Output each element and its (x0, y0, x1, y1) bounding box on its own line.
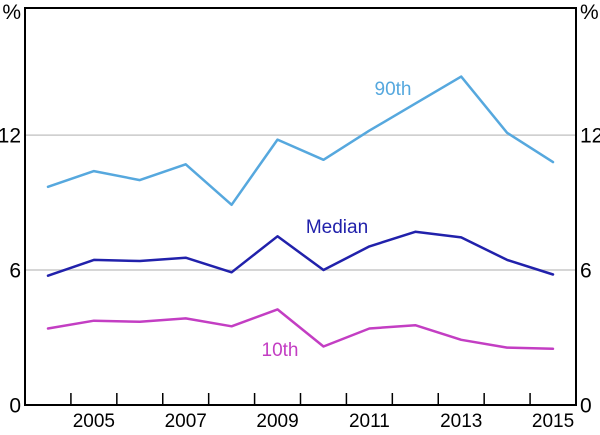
x-tick-label-2013: 2013 (440, 411, 482, 432)
series-line-median (46, 230, 555, 277)
y-tick-label-left-0: 0 (9, 395, 21, 418)
series-label-median: Median (306, 217, 368, 238)
y-tick-label-left-12: 12 (0, 125, 21, 148)
x-tick-label-2015: 2015 (532, 411, 574, 432)
y-tick-label-right-0: 0 (580, 395, 592, 418)
unit-label-right: % (580, 1, 599, 24)
y-tick-label-right-12: 12 (580, 125, 600, 148)
y-tick-label-right-6: 6 (580, 260, 592, 283)
series-label-90th: 90th (375, 79, 412, 100)
series-label-10th: 10th (262, 340, 299, 361)
plot-frame (24, 7, 577, 406)
x-tick-label-2005: 2005 (73, 411, 115, 432)
unit-label-left: % (2, 1, 21, 24)
x-tick-label-2009: 2009 (256, 411, 298, 432)
series-line-10th (46, 308, 555, 351)
x-tick-label-2011: 2011 (349, 411, 390, 432)
x-tick-label-2007: 2007 (165, 411, 207, 432)
series-line-90th (46, 75, 555, 207)
y-tick-label-left-6: 6 (9, 260, 21, 283)
